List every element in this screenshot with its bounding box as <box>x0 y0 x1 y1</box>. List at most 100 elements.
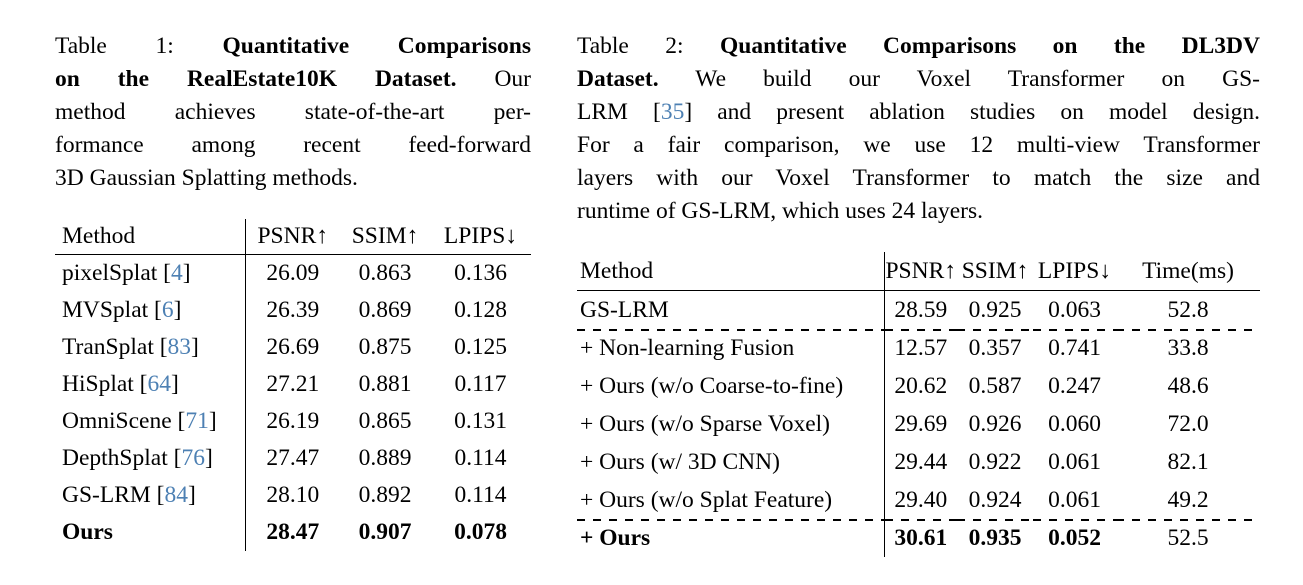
method-cell: OmniScene [71] <box>55 403 246 440</box>
citation-link[interactable]: 84 <box>164 482 189 509</box>
method-cell: DepthSplat [76] <box>55 440 246 477</box>
value-cell: 0.925 <box>968 296 1022 323</box>
value-cell: 0.061 <box>1048 486 1101 513</box>
value-cell: 28.47 <box>266 519 320 546</box>
value-cell: 52.8 <box>1167 296 1209 323</box>
text-run: on the RealEstate10K Dataset. <box>55 66 457 92</box>
value-cell: 0.114 <box>454 445 507 472</box>
text-run: formance among recent feed-forward <box>55 132 531 158</box>
table-row: pixelSplat [4] 26.09 0.863 0.136 <box>55 254 531 292</box>
caption-line: on the RealEstate10K Dataset. Our <box>55 63 531 96</box>
method-cell: + Non-learning Fusion <box>577 329 885 367</box>
caption-line: 3D Gaussian Splatting methods. <box>55 162 531 195</box>
table1-block: Table 1: Quantitative Comparisons on the … <box>55 30 531 551</box>
table-row: MVSplat [6] 26.39 0.869 0.128 <box>55 292 531 329</box>
value-cell: 0.922 <box>968 448 1022 475</box>
value-cell: 28.59 <box>894 296 948 323</box>
column-header: Method <box>577 252 885 291</box>
value-cell: 12.57 <box>884 329 957 367</box>
value-cell: 49.2 <box>1167 486 1209 513</box>
value-cell: 30.61 <box>884 519 957 557</box>
text-run: ] <box>204 445 213 472</box>
value-cell: 0.357 <box>957 329 1033 367</box>
text-run: ] <box>208 408 217 435</box>
value-cell: 0.125 <box>454 334 507 361</box>
value-cell: 0.063 <box>1048 296 1101 323</box>
text-run: GS-LRM [ <box>62 482 165 509</box>
caption-line: For a fair comparison, we use 12 multi-v… <box>577 129 1260 162</box>
text-run: Dataset. <box>577 66 659 92</box>
column-header: PSNR↑ <box>884 252 957 291</box>
value-cell: 20.62 <box>894 372 948 399</box>
value-cell: 26.69 <box>266 334 320 361</box>
caption-line: Table 2: Quantitative Comparisons on the… <box>577 30 1260 63</box>
table-row: + Ours (w/o Splat Feature) 29.40 0.924 0.06… <box>577 481 1260 519</box>
text-run: TranSplat [ <box>62 334 168 361</box>
text-run: method achieves state-of-the-art per- <box>55 99 531 125</box>
table1: Method PSNR↑ SSIM↑ LPIPS↓ pixelSplat [4] 26.0… <box>55 219 531 551</box>
citation-link[interactable]: 35 <box>660 99 685 125</box>
text-run: ] <box>182 260 191 287</box>
caption-line: runtime of GS-LRM, which uses 24 layers. <box>577 195 1260 228</box>
citation-link[interactable]: 6 <box>161 297 174 324</box>
value-cell: 0.863 <box>358 260 412 287</box>
citation-link[interactable]: 83 <box>167 334 192 361</box>
text-run: DepthSplat [ <box>62 445 182 472</box>
value-cell: 52.5 <box>1116 519 1260 557</box>
value-cell: 27.21 <box>266 371 320 398</box>
value-cell: 0.128 <box>454 297 507 324</box>
method-cell: pixelSplat [4] <box>55 254 246 292</box>
method-cell: HiSplat [64] <box>55 366 246 403</box>
text-run: + Ours (w/o Splat Feature) <box>580 486 833 513</box>
text-run: + Non-learning Fusion <box>580 334 795 361</box>
citation-link[interactable]: 4 <box>171 260 183 287</box>
table1-caption: Table 1: Quantitative Comparisons on the … <box>55 30 531 195</box>
method-cell: MVSplat [6] <box>55 292 246 329</box>
results-table: Method PSNR↑ SSIM↑ LPIPS↓ pixelSplat [4] 26.0… <box>55 219 531 551</box>
text-run: + Ours (w/o Coarse-to-fine) <box>580 372 844 399</box>
value-cell: 26.19 <box>266 408 320 435</box>
value-cell: 0.061 <box>1048 448 1101 475</box>
header-row: Method PSNR↑ SSIM↑ LPIPS↓ <box>55 219 531 255</box>
value-cell: 48.6 <box>1167 372 1209 399</box>
method-cell: Ours <box>55 514 246 551</box>
value-cell: 0.741 <box>1033 329 1116 367</box>
citation-link[interactable]: 64 <box>147 371 172 398</box>
method-cell: TranSplat [83] <box>55 329 246 366</box>
value-cell: 0.078 <box>454 519 507 546</box>
caption-line: layers with our Voxel Transformer to mat… <box>577 162 1260 195</box>
value-cell: 0.052 <box>1033 519 1116 557</box>
table-row: + Ours (w/o Sparse Voxel) 29.69 0.926 0.060… <box>577 405 1260 443</box>
value-cell: 0.875 <box>358 334 412 361</box>
method-cell: + Ours (w/o Sparse Voxel) <box>577 405 885 443</box>
text-run: Table 1: <box>55 33 223 59</box>
text-run: OmniScene [ <box>62 408 186 435</box>
value-cell: 0.060 <box>1048 410 1101 437</box>
column-header: Time(ms) <box>1116 252 1260 291</box>
text-run: pixelSplat [ <box>62 260 171 287</box>
value-cell: 0.114 <box>454 482 507 509</box>
caption-line: method achieves state-of-the-art per- <box>55 96 531 129</box>
value-cell: 0.247 <box>1048 372 1101 399</box>
text-run: HiSplat [ <box>62 371 148 398</box>
caption-line: LRM [35] and present ablation studies on… <box>577 96 1260 129</box>
results-table: Method PSNR↑ SSIM↑ LPIPS↓ Time(ms) GS-LRM 28.5… <box>577 252 1260 557</box>
method-cell: GS-LRM [84] <box>55 477 246 514</box>
text-run: ] <box>191 334 199 361</box>
value-cell: 26.39 <box>266 297 320 324</box>
text-run: Our <box>456 66 531 92</box>
text-run: + Ours (w/ 3D CNN) <box>580 448 780 475</box>
value-cell: 0.907 <box>358 519 412 546</box>
value-cell: 29.69 <box>894 410 948 437</box>
column-header: LPIPS↓ <box>430 219 531 255</box>
text-run: For a fair comparison, we use 12 multi-v… <box>577 132 1260 158</box>
value-cell: 27.47 <box>266 445 320 472</box>
value-cell: 0.869 <box>358 297 412 324</box>
text-run: layers with our Voxel Transformer to mat… <box>577 165 1260 191</box>
value-cell: 0.889 <box>358 445 412 472</box>
value-cell: 0.136 <box>454 260 507 287</box>
citation-link[interactable]: 76 <box>181 445 205 472</box>
text-run: Quantitative Comparisons <box>222 33 532 59</box>
table-row: GS-LRM 28.59 0.925 0.063 52.8 <box>577 290 1260 329</box>
citation-link[interactable]: 71 <box>185 408 209 435</box>
